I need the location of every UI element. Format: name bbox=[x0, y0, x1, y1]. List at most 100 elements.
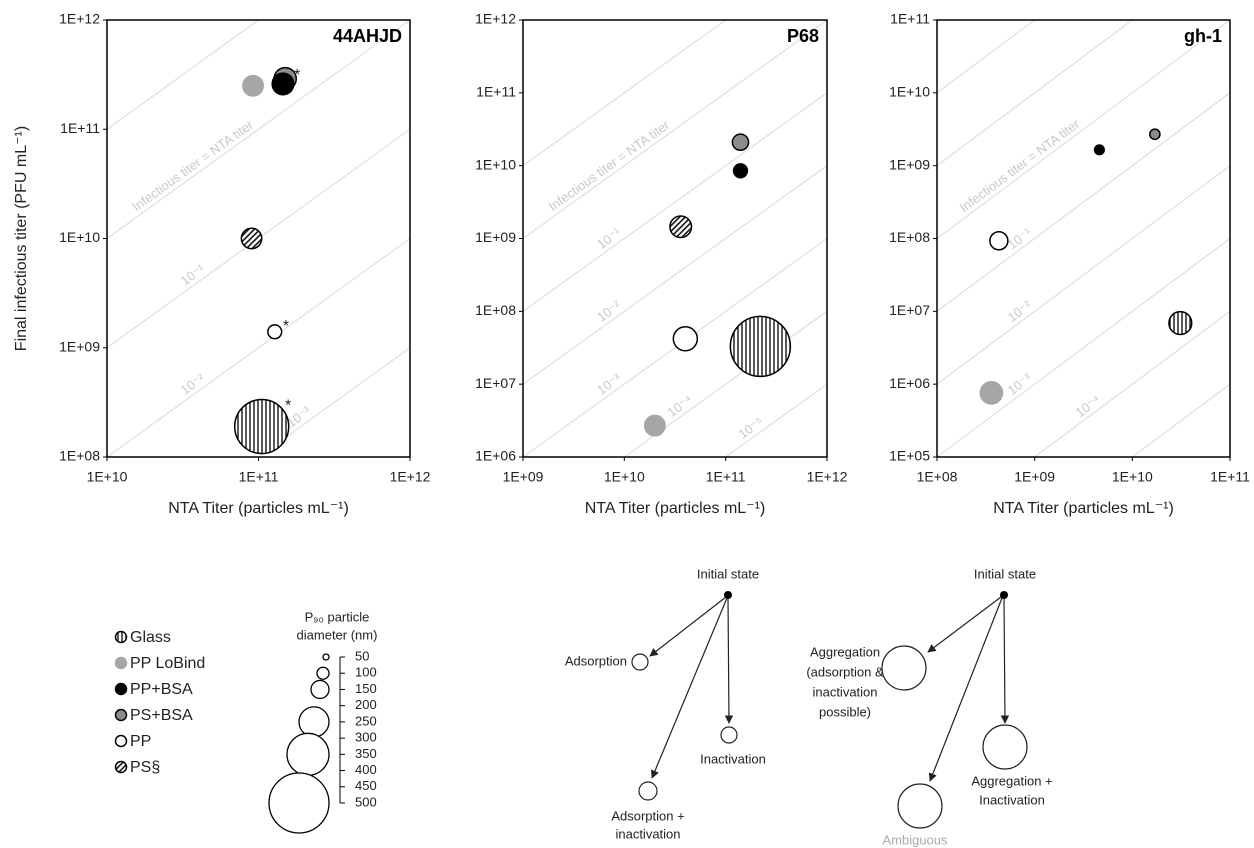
ratio-line bbox=[522, 92, 828, 312]
series: PP+BSA bbox=[732, 163, 749, 179]
y-tick-label: 1E+10 bbox=[59, 229, 100, 245]
ratio-line bbox=[936, 19, 1231, 239]
ratio-label: Infectious titer = NTA titer bbox=[546, 117, 673, 214]
arrow bbox=[1000, 597, 1010, 724]
series: PP LoBind bbox=[242, 74, 264, 97]
bubble bbox=[1168, 310, 1193, 336]
size-tick-label: 200 bbox=[355, 697, 377, 712]
ratio-line bbox=[106, 19, 259, 130]
point-note: * bbox=[294, 67, 300, 84]
ratio-label: Infectious titer = NTA titer bbox=[957, 116, 1083, 215]
x-tick-label: 1E+10 bbox=[1112, 469, 1153, 485]
size-tick-label: 450 bbox=[355, 778, 377, 793]
ratio-label: 10⁻² bbox=[178, 370, 208, 398]
ratio-line bbox=[522, 165, 828, 385]
series: PP+BSA bbox=[1093, 144, 1105, 156]
ratio-label: 10⁻⁴ bbox=[1073, 392, 1104, 420]
y-tick-label: 1E+12 bbox=[475, 11, 516, 27]
ratio-line bbox=[936, 165, 1231, 385]
y-tick-label: 1E+09 bbox=[475, 229, 516, 245]
x-tick-label: 1E+09 bbox=[1014, 469, 1055, 485]
size-circle bbox=[268, 772, 330, 834]
bubble bbox=[979, 380, 1004, 405]
x-tick-label: 1E+11 bbox=[706, 469, 746, 485]
ratio-label: 10⁻⁵ bbox=[736, 414, 766, 442]
ratio-line bbox=[1034, 310, 1231, 458]
chart-title: 44AHJD bbox=[333, 26, 402, 46]
legend-label: PS+BSA bbox=[130, 707, 193, 724]
ratio-label: 10⁻¹ bbox=[1005, 224, 1035, 252]
node-label: Adsorption bbox=[565, 653, 627, 668]
arrow bbox=[928, 597, 1003, 782]
bubble bbox=[1093, 144, 1105, 156]
ratio-line bbox=[106, 19, 411, 239]
node-label: inactivation bbox=[615, 826, 680, 841]
arrow bbox=[649, 596, 727, 657]
ratio-line bbox=[1132, 383, 1231, 458]
y-tick-label: 1E+06 bbox=[889, 375, 930, 391]
ratio-label: 10⁻¹ bbox=[178, 261, 208, 289]
ratio-line bbox=[522, 19, 828, 239]
size-legend: P₉₀ particle diameter (nm) 50 10015020025… bbox=[268, 609, 378, 834]
series: PP LoBind bbox=[643, 414, 666, 437]
x-tick-label: 1E+09 bbox=[503, 469, 544, 485]
arrow bbox=[927, 596, 1002, 653]
legend-swatch bbox=[114, 760, 128, 774]
node-circle bbox=[720, 726, 738, 744]
x-tick-label: 1E+08 bbox=[917, 469, 958, 485]
x-tick-label: 1E+10 bbox=[604, 469, 645, 485]
node-label: Inactivation bbox=[979, 792, 1045, 807]
node-label: Aggregation bbox=[810, 644, 880, 659]
legend: Glass PP LoBind PP+BSA PS+BSA PP PS§ bbox=[114, 629, 205, 776]
ratio-line bbox=[725, 383, 828, 458]
x-axis-label: NTA Titer (particles mL⁻¹) bbox=[585, 500, 766, 517]
node-label: (adsorption & bbox=[806, 664, 884, 679]
legend-label: Glass bbox=[130, 629, 171, 646]
y-tick-label: 1E+10 bbox=[889, 84, 930, 100]
bubble bbox=[240, 227, 263, 250]
size-circle bbox=[316, 666, 330, 680]
x-axis-label: NTA Titer (particles mL⁻¹) bbox=[993, 500, 1174, 517]
series: PP LoBind bbox=[979, 380, 1004, 405]
node-label: Aggregation + bbox=[971, 773, 1052, 788]
plot-frame bbox=[522, 19, 828, 458]
y-tick-label: 1E+06 bbox=[475, 448, 516, 464]
y-tick-label: 1E+10 bbox=[475, 156, 516, 172]
y-tick-label: 1E+08 bbox=[889, 229, 930, 245]
y-tick-label: 1E+05 bbox=[889, 448, 930, 464]
size-legend-title: diameter (nm) bbox=[297, 627, 378, 642]
x-axis-label: NTA Titer (particles mL⁻¹) bbox=[168, 500, 349, 517]
node-circle bbox=[638, 781, 658, 801]
ratio-label: 10⁻² bbox=[1005, 297, 1035, 325]
size-tick-label: 300 bbox=[355, 730, 377, 745]
ratio-line bbox=[106, 238, 411, 458]
legend-label: PP+BSA bbox=[130, 681, 193, 698]
size-circle bbox=[286, 732, 330, 776]
node-label: Adsorption + bbox=[611, 808, 684, 823]
legend-swatch bbox=[114, 708, 128, 722]
size-tick-label: 400 bbox=[355, 762, 377, 777]
chart: Infectious titer = NTA titer10⁻¹10⁻²10⁻³… bbox=[13, 11, 430, 518]
legend-swatch bbox=[114, 734, 128, 748]
node-circle bbox=[982, 724, 1028, 770]
y-tick-label: 1E+11 bbox=[890, 11, 930, 27]
bubble bbox=[1148, 128, 1161, 141]
ratio-label: 10⁻¹ bbox=[594, 224, 624, 252]
node-label: inactivation bbox=[812, 684, 877, 699]
size-circle bbox=[310, 679, 330, 700]
series: PP bbox=[672, 326, 699, 352]
bubble bbox=[732, 163, 749, 179]
node-label: Inactivation bbox=[700, 751, 766, 766]
bubble bbox=[233, 398, 290, 455]
y-tick-label: 1E+12 bbox=[59, 11, 100, 27]
ratio-line bbox=[936, 19, 1035, 94]
bubble bbox=[643, 414, 666, 437]
initial-state-dot bbox=[1000, 591, 1008, 599]
series: Glass bbox=[1168, 310, 1193, 336]
y-tick-label: 1E+07 bbox=[475, 375, 516, 391]
x-tick-label: 1E+11 bbox=[239, 469, 279, 485]
bubble bbox=[672, 326, 699, 352]
ratio-line bbox=[936, 19, 1133, 167]
series: Glass* bbox=[233, 398, 291, 455]
